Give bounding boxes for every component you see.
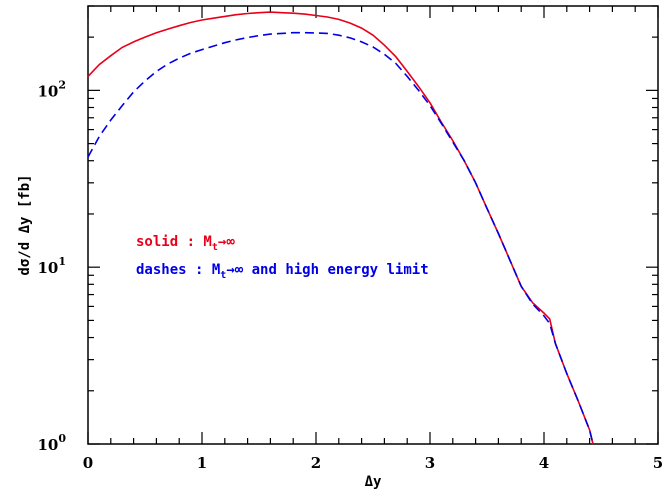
y-tick-label: 100 <box>37 432 66 454</box>
legend-entry-dashes: dashes : Mt→∞ and high energy limit <box>136 262 429 281</box>
axis-ticks <box>87 5 659 445</box>
series-dashed-line <box>87 31 594 445</box>
x-tick-label: 3 <box>425 454 435 472</box>
x-axis-title: Δy <box>365 474 382 490</box>
y-tick-labels: 100 101 102 <box>37 78 66 454</box>
legend: solid : Mt→∞ dashes : Mt→∞ and high ener… <box>136 234 429 281</box>
y-tick-label: 102 <box>37 78 66 100</box>
legend-entry-solid: solid : Mt→∞ <box>136 234 235 253</box>
series-curves <box>87 11 594 445</box>
y-tick-label: 101 <box>37 255 66 277</box>
x-tick-label: 2 <box>311 454 321 472</box>
y-axis-title: dσ/d Δy [fb] <box>17 174 33 275</box>
x-tick-labels: 0 1 2 3 4 5 <box>83 454 663 472</box>
x-tick-label: 0 <box>83 454 93 472</box>
x-tick-label: 5 <box>653 454 663 472</box>
plot-frame <box>87 5 659 445</box>
x-tick-label: 4 <box>539 454 549 472</box>
x-tick-label: 1 <box>197 454 207 472</box>
series-solid-line <box>87 11 594 445</box>
